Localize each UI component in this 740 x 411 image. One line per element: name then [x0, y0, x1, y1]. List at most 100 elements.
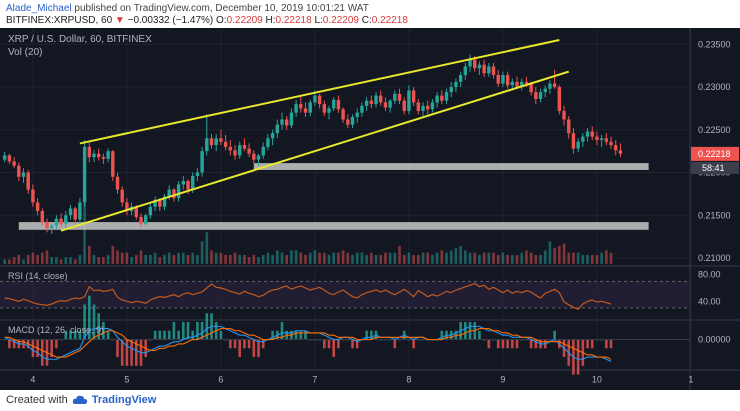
volume-bar: [88, 245, 91, 264]
candle-body: [609, 141, 613, 146]
volume-bar: [449, 250, 453, 264]
x-tick-label: 4: [30, 374, 35, 384]
macd-histogram-bar: [200, 322, 204, 340]
footer-brand[interactable]: TradingView: [91, 394, 157, 406]
macd-histogram-bar: [196, 322, 199, 340]
volume-bar: [247, 257, 251, 264]
volume-bar: [158, 257, 162, 264]
candle-body: [191, 175, 195, 190]
candle-body: [78, 202, 82, 220]
candle-body: [115, 176, 120, 190]
volume-bar: [393, 252, 397, 264]
macd-histogram-bar: [92, 304, 96, 340]
candle-body: [144, 215, 148, 224]
candle-body: [111, 151, 115, 177]
macd-histogram-bar: [243, 339, 246, 349]
volume-bar: [496, 254, 500, 264]
rsi-band: [0, 281, 690, 308]
volume-bar: [78, 254, 82, 264]
macd-histogram-bar: [116, 339, 119, 358]
volume-bar: [172, 254, 176, 264]
macd-histogram-bar: [412, 339, 415, 349]
volume-bar: [351, 254, 354, 264]
candle-body: [313, 95, 317, 103]
macd-histogram-bar: [153, 330, 157, 340]
current-price-label: 0.22218: [698, 149, 731, 159]
candle-body: [411, 90, 416, 103]
candle-body: [214, 138, 218, 146]
volume-bar: [167, 252, 171, 264]
candle-body: [12, 161, 16, 166]
candle-body: [247, 148, 251, 154]
candle-body: [270, 133, 275, 139]
volume-bar: [214, 252, 218, 264]
volume-bar: [379, 254, 383, 264]
volume-bar: [285, 254, 289, 264]
volume-bar: [308, 252, 312, 264]
macd-histogram-bar: [205, 313, 209, 340]
macd-histogram-bar: [294, 330, 298, 340]
candle-body: [482, 64, 486, 74]
author-link[interactable]: Alade_Michael: [6, 3, 72, 14]
candle-body: [26, 172, 30, 190]
support-zone: [253, 163, 649, 170]
volume-bar: [520, 252, 524, 264]
volume-bar: [553, 248, 556, 264]
volume-bar: [515, 254, 519, 264]
candle-body: [205, 138, 209, 152]
volume-bar: [186, 254, 190, 264]
macd-histogram-bar: [97, 313, 101, 340]
candle-body: [153, 199, 157, 207]
macd-histogram-bar: [41, 339, 44, 366]
macd-histogram-bar: [487, 339, 491, 349]
macd-histogram-bar: [219, 330, 223, 340]
volume-bar: [431, 254, 434, 264]
macd-histogram-bar: [88, 295, 91, 340]
candle-body: [487, 66, 491, 74]
candle-body: [562, 110, 566, 120]
candle-body: [346, 119, 350, 125]
volume-bar: [590, 254, 594, 264]
price-chart[interactable]: 4567891010.235000.230000.225000.220000.2…: [0, 28, 740, 390]
macd-histogram-bar: [553, 330, 556, 340]
macd-histogram-bar: [172, 322, 176, 340]
candle-body: [364, 100, 369, 106]
macd-tick-label: 0.00000: [698, 335, 731, 345]
volume-bar: [468, 252, 472, 264]
footer: Created with TradingView: [6, 394, 156, 406]
volume-bar: [478, 254, 481, 264]
y-tick-label: 0.21500: [698, 210, 731, 220]
volume-bar: [266, 252, 270, 264]
chart-title: XRP / U.S. Dollar, 60, BITFINEX: [8, 34, 152, 45]
volume-bar: [543, 250, 547, 264]
candle-body: [195, 172, 200, 176]
candle-body: [416, 102, 421, 111]
macd-histogram-bar: [365, 330, 368, 340]
candle-body: [120, 189, 124, 203]
macd-histogram-bar: [177, 330, 180, 340]
volume-bar: [144, 254, 148, 264]
volume-bar: [501, 252, 505, 264]
macd-histogram-bar: [182, 322, 185, 340]
macd-histogram-bar: [238, 339, 242, 358]
volume-bar: [26, 254, 30, 264]
macd-histogram-bar: [163, 330, 166, 340]
candle-body: [228, 146, 233, 151]
macd-histogram-bar: [280, 322, 284, 340]
close-label: C:: [361, 15, 372, 26]
candle-body: [614, 145, 618, 151]
y-tick-label: 0.21000: [698, 253, 731, 263]
candle-body: [496, 75, 500, 84]
volume-bar: [238, 254, 242, 264]
volume-bar: [506, 254, 509, 264]
candle-body: [336, 99, 341, 110]
macd-histogram-bar: [83, 304, 86, 340]
candle-body: [510, 81, 515, 86]
candle-body: [21, 172, 26, 177]
candle-body: [585, 131, 590, 137]
candle-body: [534, 92, 538, 99]
volume-bar: [421, 252, 425, 264]
volume-bar: [17, 254, 21, 264]
volume-bar: [365, 254, 368, 264]
candle-body: [261, 146, 265, 156]
